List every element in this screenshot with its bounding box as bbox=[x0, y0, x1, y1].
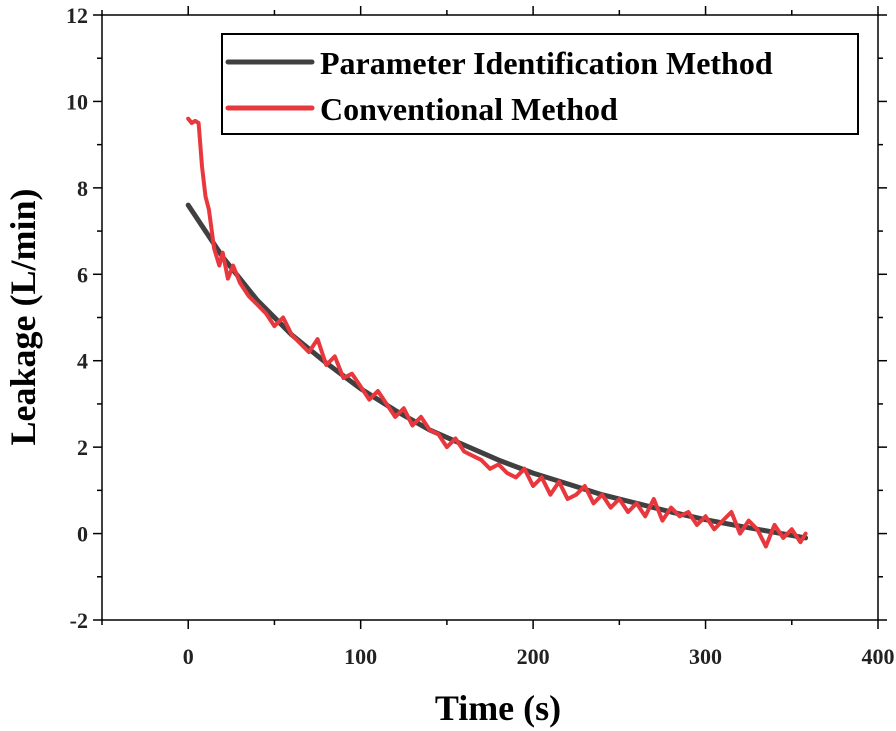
y-tick-label: 4 bbox=[77, 349, 88, 374]
y-tick-label: 6 bbox=[77, 262, 88, 287]
x-tick-label: 300 bbox=[689, 644, 722, 669]
legend-label-conventional: Conventional Method bbox=[320, 91, 618, 127]
legend: Parameter Identification Method Conventi… bbox=[221, 33, 859, 135]
y-tick-label: 12 bbox=[66, 3, 88, 28]
plot-area bbox=[185, 116, 809, 549]
axes: 0 100 200 300 400 -2 0 2 4 6 8 10 12 bbox=[66, 3, 895, 669]
x-tick-label: 200 bbox=[517, 644, 550, 669]
x-axis-title: Time (s) bbox=[435, 688, 561, 728]
y-axis-title: Leakage (L/min) bbox=[3, 189, 43, 446]
x-tick-label: 100 bbox=[344, 644, 377, 669]
series-line-conventional bbox=[186, 116, 808, 549]
y-tick-label: -2 bbox=[70, 608, 88, 633]
y-tick-label: 2 bbox=[77, 435, 88, 460]
x-tick-label: 0 bbox=[183, 644, 194, 669]
x-tick-label: 400 bbox=[862, 644, 895, 669]
y-tick-label: 0 bbox=[77, 522, 88, 547]
legend-label-parameter-identification: Parameter Identification Method bbox=[320, 45, 773, 81]
y-tick-label: 10 bbox=[66, 89, 88, 114]
legend-box bbox=[221, 33, 859, 135]
series-line-parameter-identification bbox=[185, 202, 809, 541]
y-tick-label: 8 bbox=[77, 176, 88, 201]
